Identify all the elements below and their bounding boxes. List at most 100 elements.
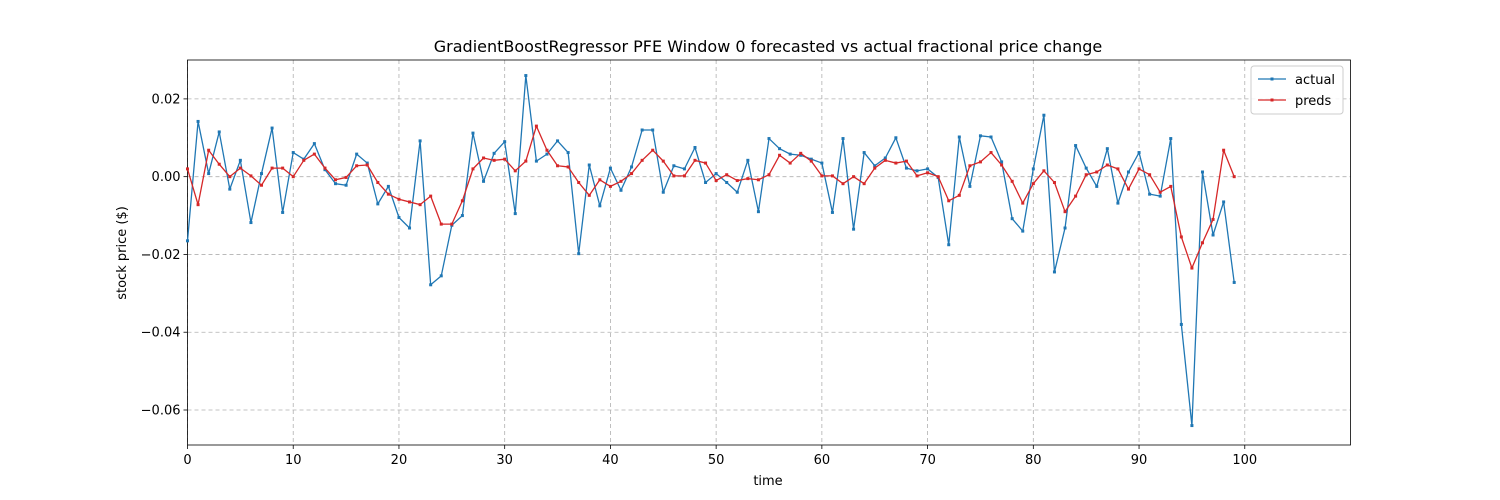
preds-point [281,166,285,170]
actual-point [365,161,369,165]
x-tick-label: 100 [1232,453,1257,468]
actual-point [735,190,739,194]
preds-point [471,167,475,171]
chart-title: GradientBoostRegressor PFE Window 0 fore… [434,37,1103,56]
legend-actual-label: actual [1295,73,1335,88]
preds-point [312,152,316,156]
actual-point [186,239,189,243]
series-preds [186,124,1236,270]
actual-point [1074,144,1078,148]
preds-point [534,124,538,128]
actual-point [820,161,824,165]
x-tick-label: 90 [1131,453,1148,468]
y-axis-ticks: −0.06 −0.04 −0.02 0.00 0.02 [141,92,188,419]
actual-point [513,212,517,216]
preds-point [397,197,401,201]
actual-point [217,130,221,134]
actual-point [1084,166,1088,170]
x-tick-label: 20 [391,453,408,468]
legend-frame [1250,65,1344,115]
preds-point [672,174,676,178]
preds-point [270,166,274,170]
y-axis-label: stock price ($) [115,206,130,300]
actual-point [471,131,475,135]
actual-point [1137,151,1141,155]
preds-point [746,177,750,181]
preds-point [291,175,295,179]
preds-point [1063,210,1067,214]
preds-point [228,175,232,179]
actual-point [376,202,380,206]
preds-point [852,175,856,179]
preds-point [915,174,919,178]
actual-point [1190,424,1194,428]
actual-point [418,139,422,143]
actual-point [630,165,634,169]
preds-point [1126,187,1130,191]
actual-point [682,167,686,171]
actual-point [460,214,464,218]
preds-point [830,174,834,178]
preds-point [418,203,422,207]
preds-point [587,193,591,197]
actual-point [809,157,813,161]
preds-point [386,192,390,196]
y-tick-label: 0.00 [152,170,181,185]
actual-point [608,166,612,170]
preds-point [249,174,253,178]
preds-point [735,179,739,183]
preds-point [799,151,803,155]
actual-point [566,151,570,155]
actual-point [439,274,443,278]
actual-point [957,135,961,139]
actual-point [312,142,316,146]
preds-point [598,178,602,182]
actual-point [894,136,898,140]
preds-point [1052,181,1056,184]
actual-point [291,151,295,155]
preds-point [682,174,686,178]
preds-point [503,157,507,161]
x-tick-label: 40 [602,453,619,468]
preds-point [756,178,760,182]
series-layer [186,74,1236,428]
preds-point [217,162,221,166]
preds-point [1169,184,1173,188]
actual-point [640,128,644,132]
actual-point [355,152,359,156]
actual-point [503,140,507,144]
preds-point [365,163,369,167]
preds-point [873,166,877,170]
actual-point [746,158,750,162]
actual-point [323,168,327,172]
preds-point [714,179,718,183]
preds-point [957,193,961,197]
preds-point [1190,266,1194,270]
preds-point [556,164,560,168]
preds-point [186,167,189,171]
actual-point [482,179,486,183]
actual-point [344,183,348,187]
plot-area-frame [187,59,1351,446]
actual-point [651,128,655,132]
x-tick-label: 70 [919,453,936,468]
actual-point [1031,167,1035,171]
preds-point [1158,190,1162,194]
x-tick-label: 0 [183,453,191,468]
grid-lines [187,60,1351,445]
actual-point [778,147,782,151]
preds-point [862,182,866,186]
actual-point [534,159,538,163]
actual-point [978,134,982,138]
actual-point [1010,217,1014,221]
x-tick-label: 60 [814,453,831,468]
preds-point [1211,217,1215,221]
preds-point [894,161,898,165]
actual-point [397,216,401,219]
preds-point [1042,169,1046,173]
actual-point [841,137,845,141]
preds-point [1105,163,1109,167]
actual-line [186,74,1235,427]
preds-point [651,148,655,152]
